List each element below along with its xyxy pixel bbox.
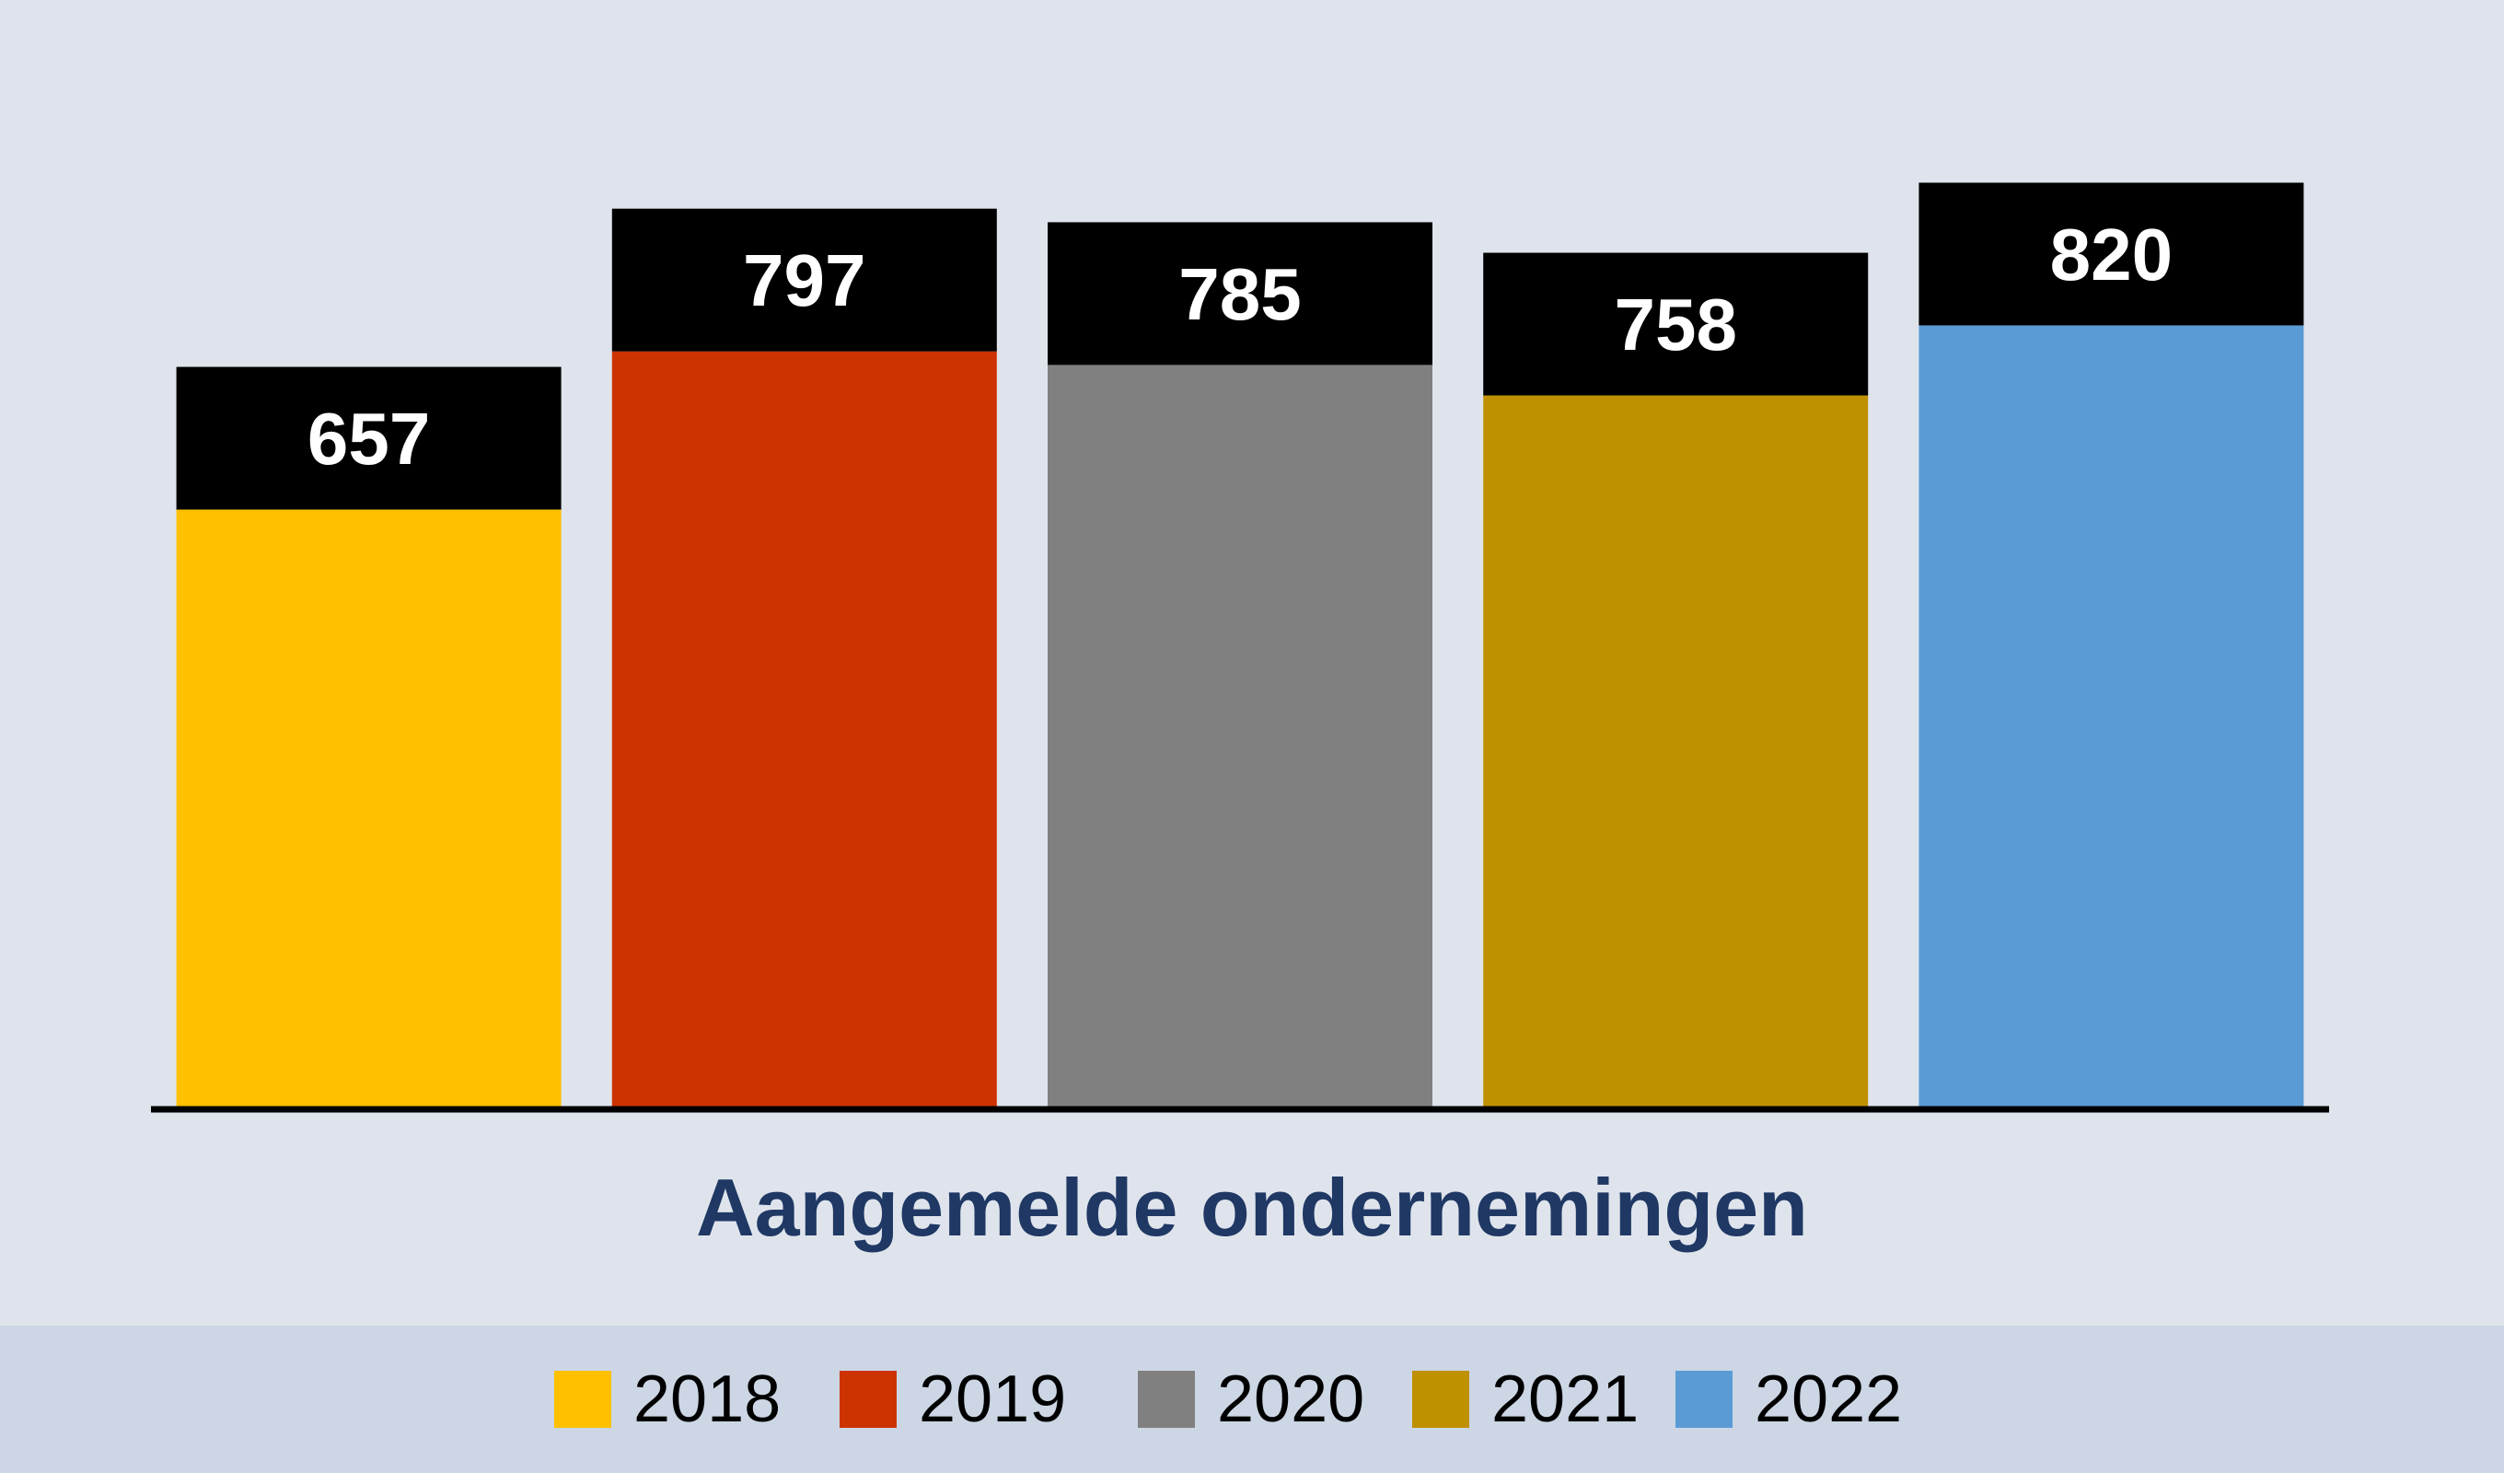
- legend: 2018 2019 2020 2021 2022: [0, 1326, 2504, 1473]
- chart-area: 657 797 785 758 820 Aangemelde ondernemingen: [0, 0, 2504, 1326]
- legend-swatch-2018: [554, 1371, 611, 1428]
- legend-swatch-2019: [840, 1371, 897, 1428]
- data-label-2021: 758: [1614, 284, 1736, 365]
- bar-2018: [176, 509, 562, 1109]
- data-label-2019: 797: [743, 239, 865, 321]
- legend-swatch-2022: [1675, 1371, 1733, 1428]
- bar-2022: [1919, 325, 2304, 1109]
- legend-label-2022: 2022: [1755, 1362, 1903, 1436]
- legend-label-2018: 2018: [633, 1362, 782, 1436]
- bar-chart: 657 797 785 758 820: [151, 182, 2329, 1113]
- value-label-box-2018: [176, 366, 562, 510]
- legend-swatch-2020: [1138, 1371, 1195, 1428]
- bar-2021: [1483, 395, 1869, 1109]
- legend-label-2021: 2021: [1491, 1362, 1640, 1436]
- bar-2020: [1048, 365, 1432, 1110]
- data-label-2018: 657: [307, 398, 430, 480]
- legend-item-2018: 2018: [554, 1362, 781, 1436]
- bar-2019: [611, 351, 997, 1109]
- legend-item-2019: 2019: [840, 1362, 1066, 1436]
- legend-item-2020: 2020: [1138, 1362, 1364, 1436]
- value-label-box-2019: [611, 208, 997, 352]
- legend-item-2021: 2021: [1412, 1362, 1639, 1436]
- legend-item-2022: 2022: [1675, 1362, 1902, 1436]
- value-label-box-2022: [1919, 182, 2304, 326]
- legend-label-2019: 2019: [919, 1362, 1067, 1436]
- value-label-box-2020: [1048, 222, 1432, 365]
- legend-swatch-2021: [1412, 1371, 1469, 1428]
- data-label-2020: 785: [1178, 253, 1301, 335]
- value-label-box-2021: [1483, 252, 1869, 396]
- x-axis-title: Aangemelde ondernemingen: [696, 1162, 1808, 1253]
- legend-label-2020: 2020: [1217, 1362, 1365, 1436]
- data-label-2022: 820: [2050, 214, 2173, 296]
